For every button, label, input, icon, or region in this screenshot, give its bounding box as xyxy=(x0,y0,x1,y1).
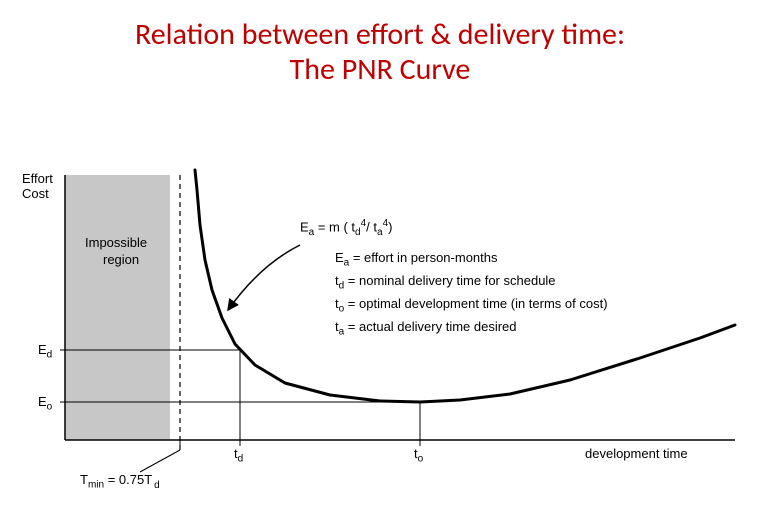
legend-block: Ea = effort in person-months td = nomina… xyxy=(335,248,608,340)
y-axis-label: Effort Cost xyxy=(22,172,53,202)
impossible-region-rect xyxy=(65,175,170,440)
legend-line-2: td = nominal delivery time for schedule xyxy=(335,271,608,294)
td-label: td xyxy=(234,446,243,465)
x-axis-label: development time xyxy=(585,446,688,461)
impossible-region-label: Impossible region xyxy=(85,235,147,269)
slide-title: Relation between effort & delivery time:… xyxy=(0,0,760,87)
ed-label: Ed xyxy=(38,342,52,361)
annotation-arrow xyxy=(228,245,300,310)
title-line-1: Relation between effort & delivery time: xyxy=(0,18,760,53)
tmin-label: Tmin = 0.75Td xyxy=(80,472,160,491)
legend-line-1: Ea = effort in person-months xyxy=(335,248,608,271)
legend-line-3: to = optimal development time (in terms … xyxy=(335,294,608,317)
formula-label: Ea = m ( td4/ ta4) xyxy=(300,218,392,238)
tmin-leader xyxy=(140,450,180,472)
legend-line-4: ta = actual delivery time desired xyxy=(335,317,608,340)
title-line-2: The PNR Curve xyxy=(0,53,760,88)
eo-label: Eo xyxy=(38,394,52,413)
to-label: to xyxy=(414,446,423,465)
pnr-curve-chart: Effort Cost Impossible region Ed Eo td t… xyxy=(0,150,760,528)
